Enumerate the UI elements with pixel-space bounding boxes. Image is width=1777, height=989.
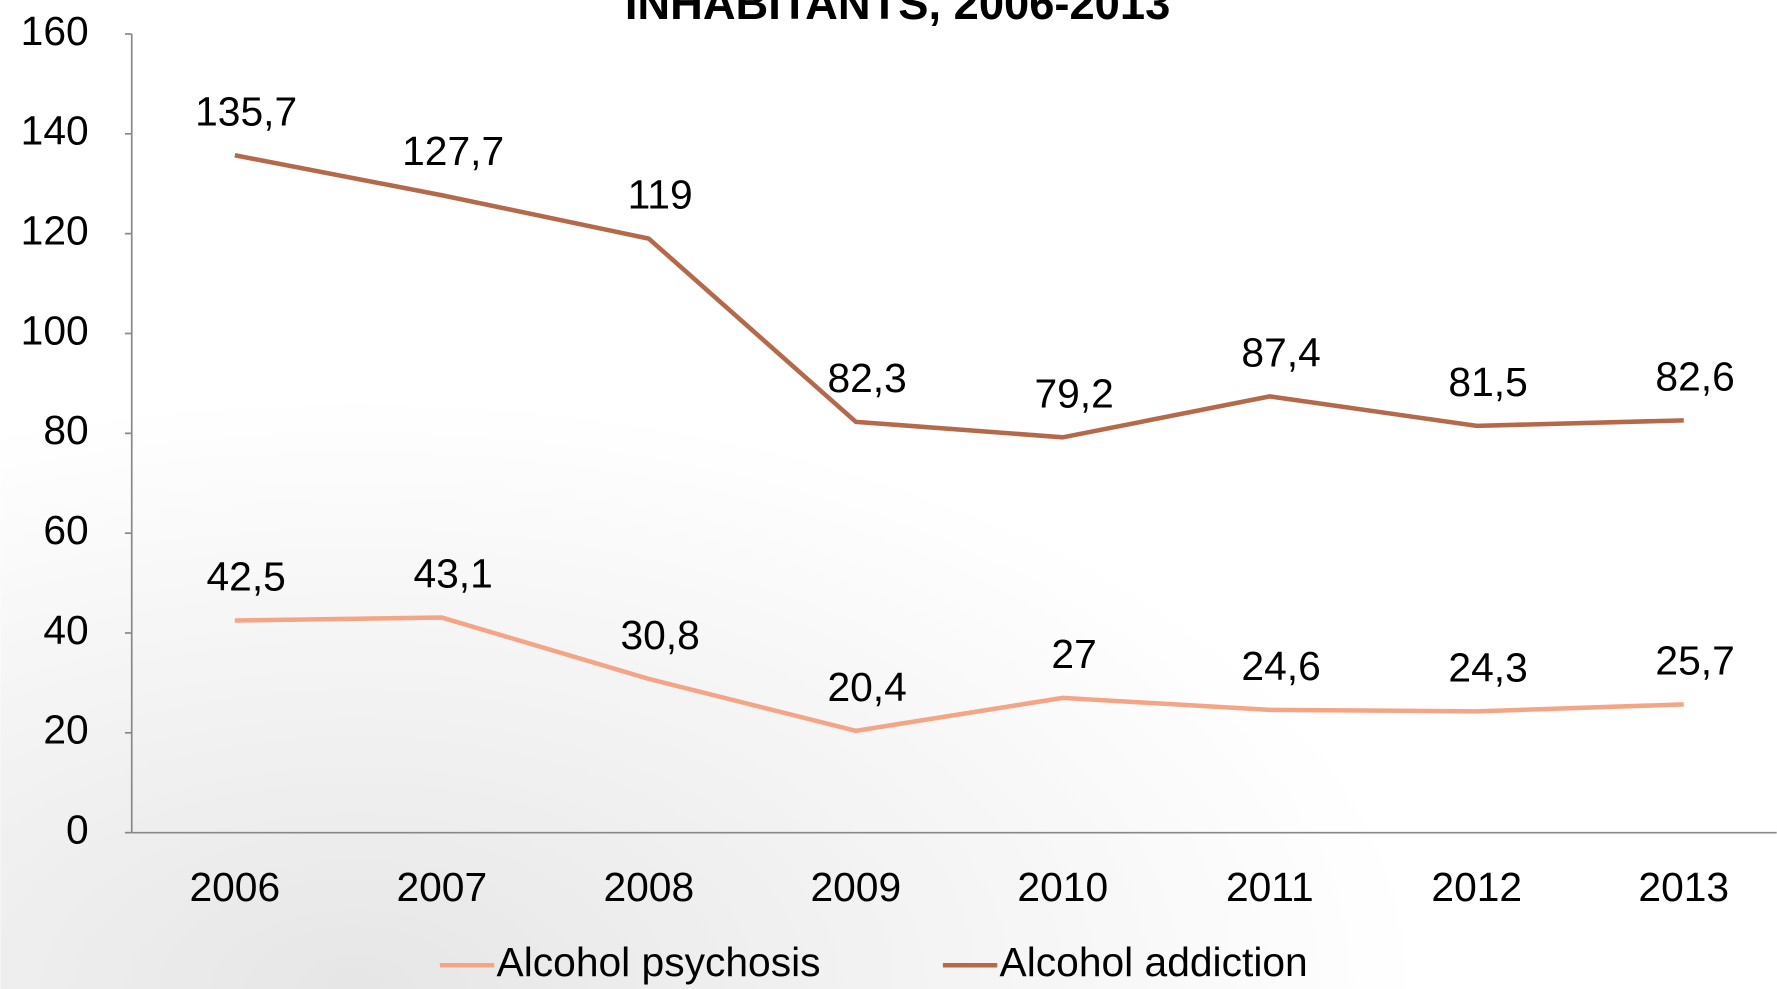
- data-label: 20,4: [827, 664, 906, 710]
- y-tick-label: 40: [43, 607, 88, 653]
- x-tick-label: 2012: [1431, 864, 1522, 910]
- y-tick-label: 100: [21, 307, 89, 353]
- data-label: 79,2: [1034, 370, 1113, 416]
- y-tick-label: 120: [21, 207, 89, 253]
- y-tick-label: 60: [43, 507, 88, 553]
- data-label: 27: [1051, 631, 1096, 677]
- data-label: 135,7: [195, 88, 297, 134]
- x-tick-label: 2007: [396, 864, 487, 910]
- x-tick-label: 2013: [1638, 864, 1729, 910]
- data-label: 25,7: [1655, 637, 1734, 683]
- y-tick-label: 0: [66, 806, 89, 852]
- data-label: 81,5: [1448, 359, 1527, 405]
- data-label: 119: [628, 172, 693, 218]
- data-label: 82,6: [1655, 353, 1734, 399]
- x-tick-label: 2011: [1226, 864, 1314, 910]
- series-line: [234, 153, 1684, 440]
- legend-label: Alcohol psychosis: [497, 939, 821, 985]
- y-tick-label: 80: [43, 407, 88, 453]
- data-label: 87,4: [1241, 329, 1320, 375]
- legend-label: Alcohol addiction: [1000, 939, 1308, 985]
- data-label: 30,8: [620, 612, 699, 658]
- data-label: 24,6: [1241, 643, 1320, 689]
- data-label: 24,3: [1448, 644, 1527, 690]
- data-label: 127,7: [402, 128, 504, 174]
- y-tick-label: 20: [43, 707, 88, 753]
- data-label: 42,5: [206, 553, 285, 599]
- y-tick-label: 160: [21, 8, 89, 54]
- x-tick-label: 2009: [810, 864, 901, 910]
- y-tick-label: 140: [21, 108, 89, 154]
- x-tick-label: 2006: [189, 864, 280, 910]
- chart-title: INHABITANTS, 2006-2013: [625, 0, 1170, 29]
- series-line: [234, 615, 1684, 734]
- x-tick-label: 2010: [1017, 864, 1108, 910]
- data-label: 82,3: [827, 355, 906, 401]
- x-tick-label: 2008: [603, 864, 694, 910]
- data-label: 43,1: [413, 551, 492, 597]
